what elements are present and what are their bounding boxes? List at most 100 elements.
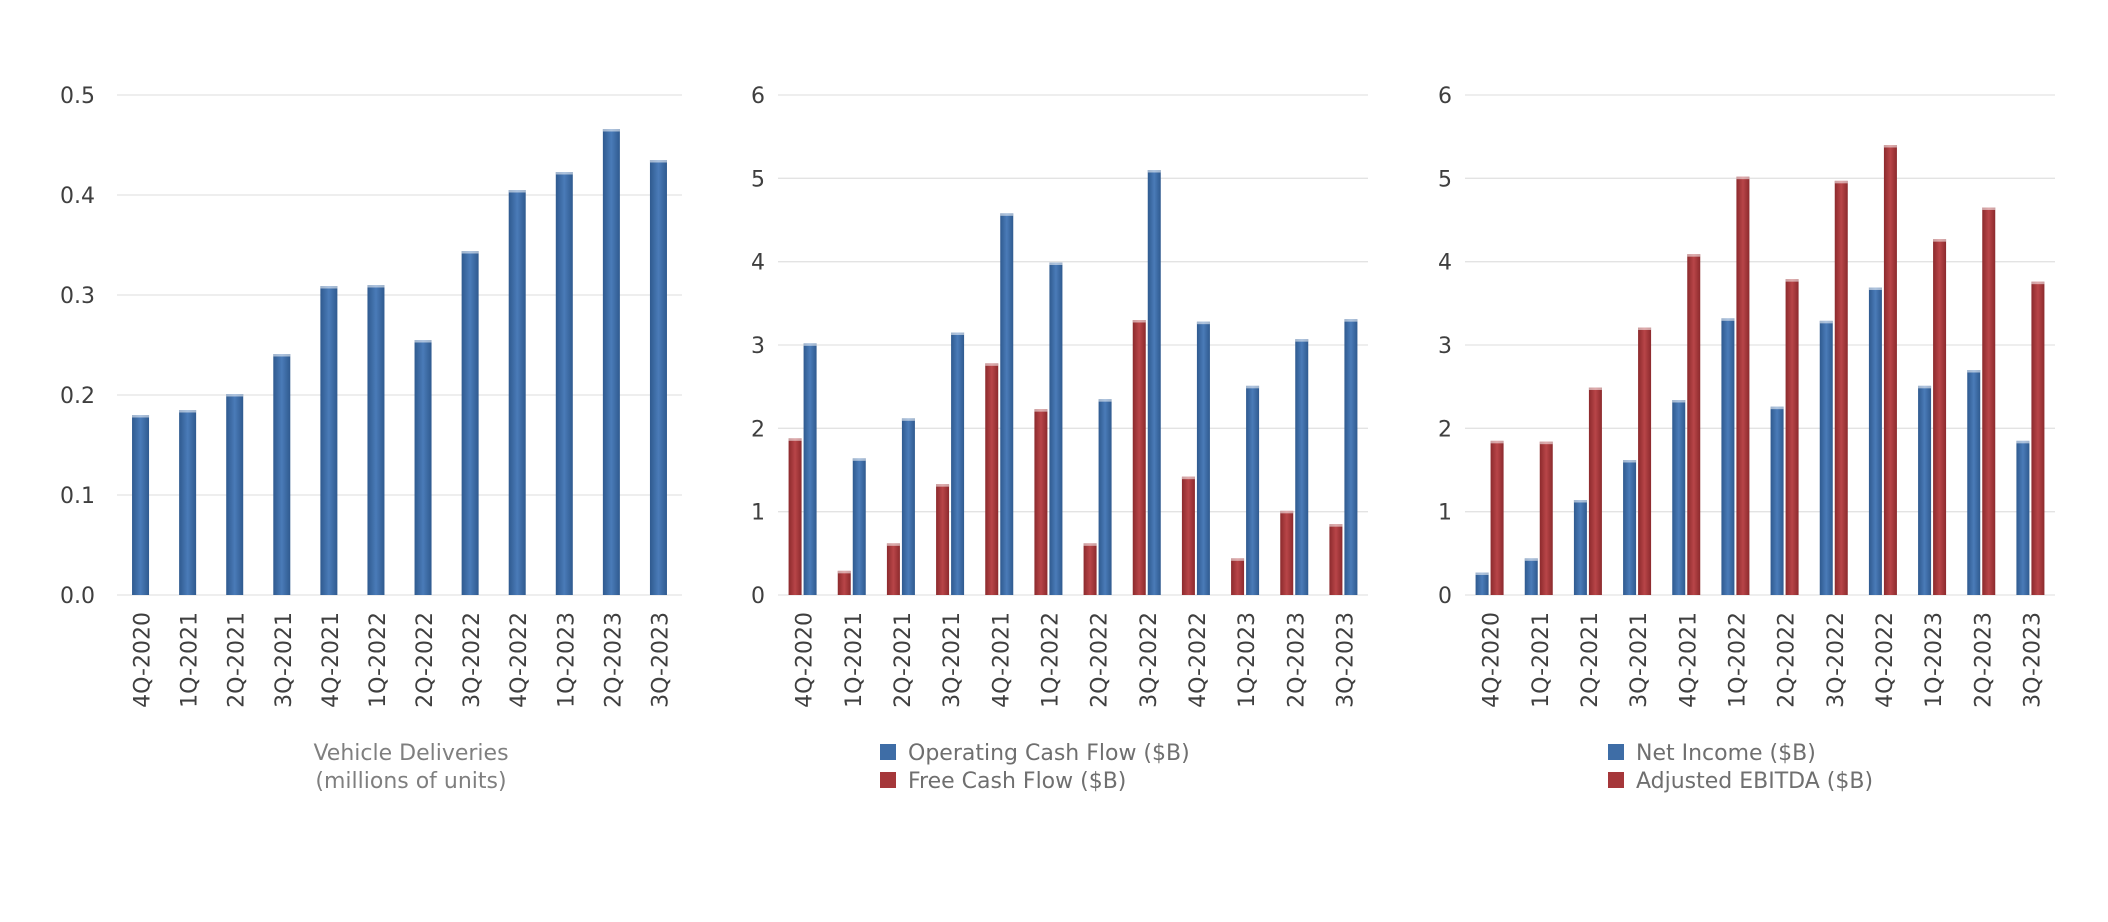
bar-highlight <box>936 484 950 487</box>
bar-operating-cash-flow-b <box>1098 399 1112 595</box>
bar-net-income-b <box>1967 370 1981 595</box>
x-tick-label: 1Q-2022 <box>1725 612 1750 708</box>
bar-highlight <box>273 354 291 357</box>
bar-net-income-b <box>1918 385 1932 595</box>
bar-highlight <box>1736 176 1750 180</box>
y-tick-label: 4 <box>751 251 765 276</box>
bar-highlight <box>1049 262 1063 265</box>
bar-net-income-b <box>2016 440 2030 595</box>
x-tick-label: 1Q-2023 <box>554 612 579 708</box>
bar-highlight <box>837 570 851 574</box>
x-tick-label: 2Q-2023 <box>1971 612 1996 708</box>
chart-caption: (millions of units) <box>315 769 506 794</box>
bar-free-cash-flow-b <box>1280 510 1294 595</box>
bar-net-income-b <box>1721 318 1735 595</box>
bar-adjusted-ebitda-b <box>1736 176 1750 595</box>
bar-highlight <box>1933 239 1947 242</box>
x-tick-label: 4Q-2020 <box>793 612 818 708</box>
bar-highlight <box>1785 279 1799 282</box>
bar-adjusted-ebitda-b <box>1834 180 1848 596</box>
bar-highlight <box>2031 281 2045 285</box>
bar-adjusted-ebitda-b <box>1490 440 1504 595</box>
bar-highlight <box>1770 406 1784 410</box>
bar-highlight <box>951 332 965 335</box>
bar-deliveries <box>602 129 620 595</box>
bar-highlight <box>1638 327 1652 330</box>
x-tick-label: 2Q-2022 <box>1775 612 1800 708</box>
bar-operating-cash-flow-b <box>1049 262 1063 595</box>
bar-highlight <box>1295 339 1309 342</box>
bar-adjusted-ebitda-b <box>1883 145 1897 595</box>
bar-highlight <box>414 340 432 343</box>
bar-highlight <box>1868 287 1882 290</box>
bar-deliveries <box>320 286 338 595</box>
legend-swatch <box>880 744 896 760</box>
bar-highlight <box>649 160 667 163</box>
x-tick-label: 4Q-2021 <box>989 612 1014 708</box>
cash-flow-chart: 0 1 2 3 4 5 6 4Q-2020 1Q-2021 2Q-2021 3Q-2021 4Q-20… <box>751 84 1368 794</box>
bar-net-income-b <box>1819 320 1833 595</box>
bar-highlight <box>886 543 900 546</box>
x-tick-label: 3Q-2023 <box>648 612 673 708</box>
bar-free-cash-flow-b <box>1132 320 1146 595</box>
bar-operating-cash-flow-b <box>1295 339 1309 595</box>
bar-highlight <box>1588 387 1602 390</box>
bar-highlight <box>803 343 817 346</box>
x-tick-label: 1Q-2021 <box>178 612 203 708</box>
bar-highlight <box>1098 399 1112 402</box>
bar-free-cash-flow-b <box>1181 476 1195 595</box>
x-tick-label: 1Q-2021 <box>1529 612 1554 708</box>
bar-highlight <box>1918 385 1932 389</box>
x-tick-label: 4Q-2022 <box>1186 612 1211 708</box>
bar-highlight <box>1883 145 1897 148</box>
x-tick-label: 2Q-2021 <box>225 612 250 708</box>
bar-net-income-b <box>1573 500 1587 595</box>
bar-highlight <box>132 415 150 418</box>
bar-operating-cash-flow-b <box>951 332 965 595</box>
bar-deliveries <box>132 415 150 595</box>
bar-highlight <box>1539 441 1553 445</box>
bar-highlight <box>1721 318 1735 321</box>
x-tick-label: 4Q-2022 <box>1873 612 1898 708</box>
bar-operating-cash-flow-b <box>901 418 915 595</box>
bar-deliveries <box>508 190 526 595</box>
y-tick-label: 0 <box>1438 584 1452 609</box>
bar-highlight <box>1196 321 1210 325</box>
bar-highlight <box>1475 572 1489 575</box>
bar-operating-cash-flow-b <box>852 458 866 595</box>
bar-highlight <box>2016 440 2030 444</box>
y-tick-label: 3 <box>751 334 765 359</box>
x-tick-label: 3Q-2022 <box>1824 612 1849 708</box>
bar-adjusted-ebitda-b <box>1638 327 1652 595</box>
x-tick-label: 1Q-2022 <box>366 612 391 708</box>
income-ebitda-chart: 0 1 2 3 4 5 6 4Q-2020 1Q-2021 2Q-2021 3Q-2021 4Q-20… <box>1438 84 2055 794</box>
x-tick-label: 2Q-2023 <box>1284 612 1309 708</box>
y-tick-label: 2 <box>751 417 765 442</box>
bar-deliveries <box>367 285 385 595</box>
bar-free-cash-flow-b <box>1231 558 1245 595</box>
bar-highlight <box>1982 207 1996 210</box>
y-tick-label: 0.1 <box>60 484 95 509</box>
bar-net-income-b <box>1672 400 1686 595</box>
bar-highlight <box>1967 370 1981 373</box>
bar-deliveries <box>179 410 197 595</box>
bar-free-cash-flow-b <box>1083 543 1097 595</box>
x-tick-label: 1Q-2021 <box>842 612 867 708</box>
x-tick-label: 2Q-2021 <box>891 612 916 708</box>
bar-adjusted-ebitda-b <box>1687 254 1701 595</box>
bar-highlight <box>985 363 999 366</box>
y-tick-label: 0.4 <box>60 184 95 209</box>
bar-highlight <box>226 394 244 397</box>
bar-highlight <box>1329 524 1343 527</box>
y-tick-label: 2 <box>1438 417 1452 442</box>
y-tick-label: 1 <box>751 501 765 526</box>
bar-highlight <box>1034 409 1048 412</box>
x-tick-label: 2Q-2023 <box>601 612 626 708</box>
bar-highlight <box>602 129 620 132</box>
bar-highlight <box>1000 213 1014 216</box>
bar-free-cash-flow-b <box>936 484 950 595</box>
bar-adjusted-ebitda-b <box>1588 387 1602 595</box>
bar-net-income-b <box>1868 287 1882 595</box>
bar-free-cash-flow-b <box>985 363 999 595</box>
bar-highlight <box>320 286 338 289</box>
